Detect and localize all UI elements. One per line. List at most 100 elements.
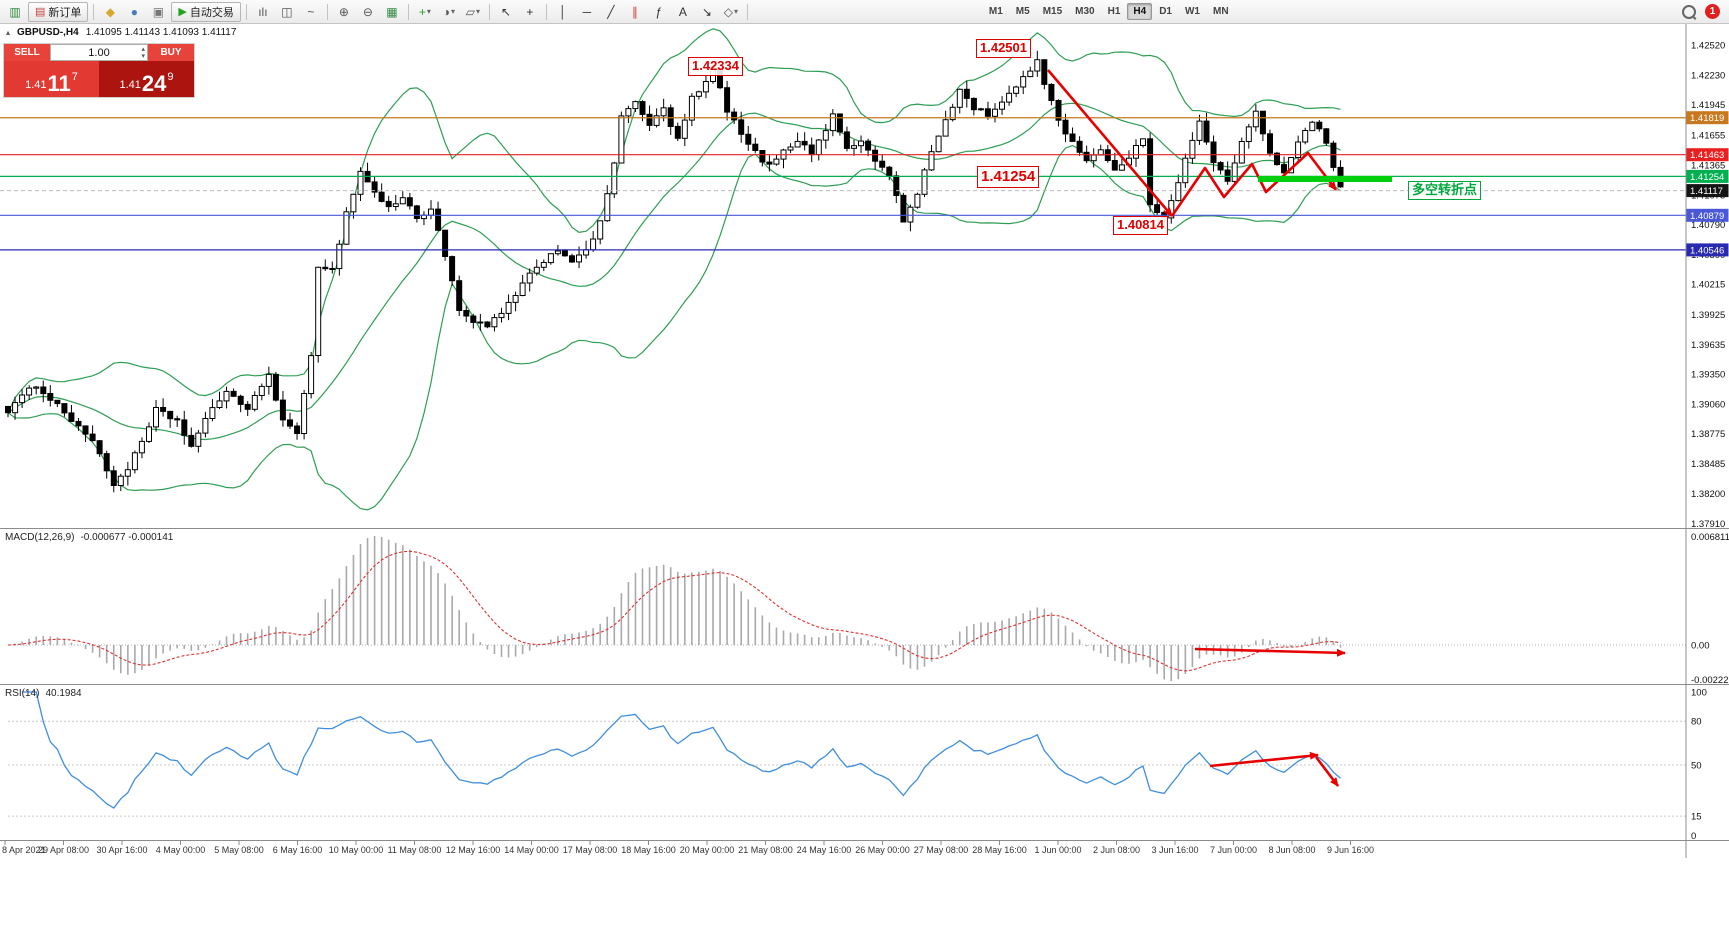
bar-chart-type-icon[interactable]: ılı xyxy=(252,2,274,22)
svg-text:11 May 08:00: 11 May 08:00 xyxy=(388,845,442,855)
timeframe-button-m15[interactable]: M15 xyxy=(1042,6,1063,17)
favorites-icon[interactable]: ◆ xyxy=(99,2,121,22)
svg-text:30 Apr 16:00: 30 Apr 16:00 xyxy=(96,845,147,855)
periods-menu[interactable]: ◑ ▾ xyxy=(438,2,460,22)
bollinger-lower-band xyxy=(7,144,1341,511)
svg-text:1.37910: 1.37910 xyxy=(1691,519,1725,530)
rsi-scale[interactable]: 100 80 50 15 0 xyxy=(1691,688,1707,843)
candle-chart-type-icon[interactable]: ◫ xyxy=(276,2,298,22)
zoom-in-icon[interactable]: ⊕ xyxy=(333,2,355,22)
templates-menu[interactable]: ▱ ▾ xyxy=(462,2,484,22)
indicators-menu[interactable]: + ▾ xyxy=(414,2,436,22)
arrow-objects-icon[interactable]: ↘ xyxy=(696,2,718,22)
svg-text:8 Jun 08:00: 8 Jun 08:00 xyxy=(1268,845,1315,855)
red-arrow-4[interactable] xyxy=(1209,751,1319,768)
tile-windows-icon[interactable]: ▦ xyxy=(381,2,403,22)
red-arrow-3[interactable] xyxy=(1194,647,1346,657)
volume-up-icon[interactable]: ▴ xyxy=(141,46,145,53)
chart-window-icon[interactable]: ▥ xyxy=(4,2,26,22)
timeframe-button-m5[interactable]: M5 xyxy=(1015,6,1030,17)
sell-price-big: 11 xyxy=(47,71,71,97)
fibonacci-icon[interactable]: ƒ xyxy=(648,2,670,22)
volume-field[interactable]: 1.00 ▴ ▾ xyxy=(50,44,148,61)
favorites-icon-glyph: ◆ xyxy=(105,4,116,19)
svg-text:9 Jun 16:00: 9 Jun 16:00 xyxy=(1327,845,1374,855)
cursor-icon[interactable]: ↖ xyxy=(495,2,517,22)
tile-windows-icon-glyph: ▦ xyxy=(386,4,398,19)
price-note-141254[interactable]: 1.41254 xyxy=(977,166,1040,188)
charts-cascade-icon[interactable]: ▣ xyxy=(147,2,169,22)
svg-text:10 May 00:00: 10 May 00:00 xyxy=(329,845,384,855)
line-chart-type-icon[interactable]: ~ xyxy=(300,2,322,22)
crosshair-icon[interactable]: + xyxy=(519,2,541,22)
timeframe-button-h1[interactable]: H1 xyxy=(1107,6,1121,17)
svg-text:5 May 08:00: 5 May 08:00 xyxy=(214,845,264,855)
volume-value[interactable]: 1.00 xyxy=(88,46,110,59)
sell-price-display[interactable]: 1.41 11 7 xyxy=(4,61,99,97)
red-arrow-5[interactable] xyxy=(1314,756,1340,787)
price-note-142334[interactable]: 1.42334 xyxy=(688,57,743,76)
svg-text:1.42230: 1.42230 xyxy=(1691,71,1725,82)
horizontal-line-icon-glyph: ─ xyxy=(582,4,592,19)
price-note-140814[interactable]: 1.40814 xyxy=(1113,216,1168,235)
text-label-icon-glyph: A xyxy=(678,4,687,19)
trendline-icon[interactable]: ╱ xyxy=(600,2,622,22)
buy-button[interactable]: BUY xyxy=(148,44,194,61)
turning-point-label[interactable]: 多空转折点 xyxy=(1408,181,1482,200)
notification-badge[interactable]: 1 xyxy=(1705,4,1720,19)
timeframe-button-w1[interactable]: W1 xyxy=(1184,6,1200,17)
macd-scale[interactable]: 0.006811 0.00 -0.002227 xyxy=(1691,532,1729,686)
timeframe-button-m30[interactable]: M30 xyxy=(1075,6,1095,17)
shapes-menu[interactable]: ◇ ▾ xyxy=(720,2,742,22)
candles xyxy=(5,50,1344,493)
one-click-collapse-icon[interactable]: ▴ xyxy=(6,28,11,37)
timeframe-button-m1[interactable]: M1 xyxy=(988,6,1003,17)
svg-text:1.41254: 1.41254 xyxy=(1690,172,1724,183)
vertical-line-icon-glyph: │ xyxy=(559,4,567,19)
svg-text:1.39635: 1.39635 xyxy=(1691,340,1725,351)
dropdown-arrow-icon: ▾ xyxy=(426,7,431,16)
dropdown-arrow-icon: ▾ xyxy=(475,7,480,16)
buy-price-display[interactable]: 1.41 24 9 xyxy=(99,61,194,97)
fibonacci-icon-glyph: ƒ xyxy=(655,4,663,19)
volume-down-icon[interactable]: ▾ xyxy=(141,53,145,60)
timeframe-button-mn[interactable]: MN xyxy=(1212,6,1229,17)
search-icon[interactable] xyxy=(1682,4,1696,19)
svg-text:12 May 16:00: 12 May 16:00 xyxy=(446,845,501,855)
vertical-line-icon[interactable]: │ xyxy=(552,2,574,22)
text-label-icon[interactable]: A xyxy=(672,2,694,22)
new-order-button[interactable]: ▤ 新订单 xyxy=(28,1,89,22)
auto-trading-button-label: 自动交易 xyxy=(189,6,234,19)
profiles-icon[interactable]: ● xyxy=(123,2,145,22)
zoom-out-icon[interactable]: ⊖ xyxy=(357,2,379,22)
chart-annotations[interactable] xyxy=(1047,69,1392,787)
svg-text:1.38775: 1.38775 xyxy=(1691,429,1725,440)
sell-price-base: 1.41 xyxy=(25,79,47,91)
svg-text:-0.002227: -0.002227 xyxy=(1691,675,1729,686)
horizontal-line-icon[interactable]: ─ xyxy=(576,2,598,22)
macd-signal-line xyxy=(7,550,1341,672)
timeframe-button-d1[interactable]: D1 xyxy=(1159,6,1172,17)
timeframe-button-h4[interactable]: H4 xyxy=(1127,3,1153,20)
rsi-line xyxy=(22,691,1341,809)
auto-trading-button-icon: ▶ xyxy=(178,6,187,18)
channel-icon[interactable]: ∥ xyxy=(624,2,646,22)
toolbar-separator xyxy=(488,3,490,20)
bar-chart-type-icon-glyph: ılı xyxy=(258,4,268,19)
auto-trading-button[interactable]: ▶ 自动交易 xyxy=(171,1,241,22)
indicators-menu-glyph: + xyxy=(418,4,426,19)
horizontal-lines[interactable] xyxy=(0,117,1686,251)
crosshair-icon-glyph: + xyxy=(526,4,534,19)
volume-spinner[interactable]: ▴ ▾ xyxy=(141,46,145,60)
red-arrow-1[interactable] xyxy=(1047,69,1173,217)
svg-text:8 Apr 2021: 8 Apr 2021 xyxy=(2,845,46,855)
red-arrow-2[interactable] xyxy=(1170,151,1338,217)
macd-panel xyxy=(7,536,1686,681)
svg-text:1 Jun 00:00: 1 Jun 00:00 xyxy=(1034,845,1081,855)
sell-button[interactable]: SELL xyxy=(4,44,50,61)
svg-text:21 May 08:00: 21 May 08:00 xyxy=(738,845,793,855)
price-note-142501[interactable]: 1.42501 xyxy=(976,39,1031,58)
